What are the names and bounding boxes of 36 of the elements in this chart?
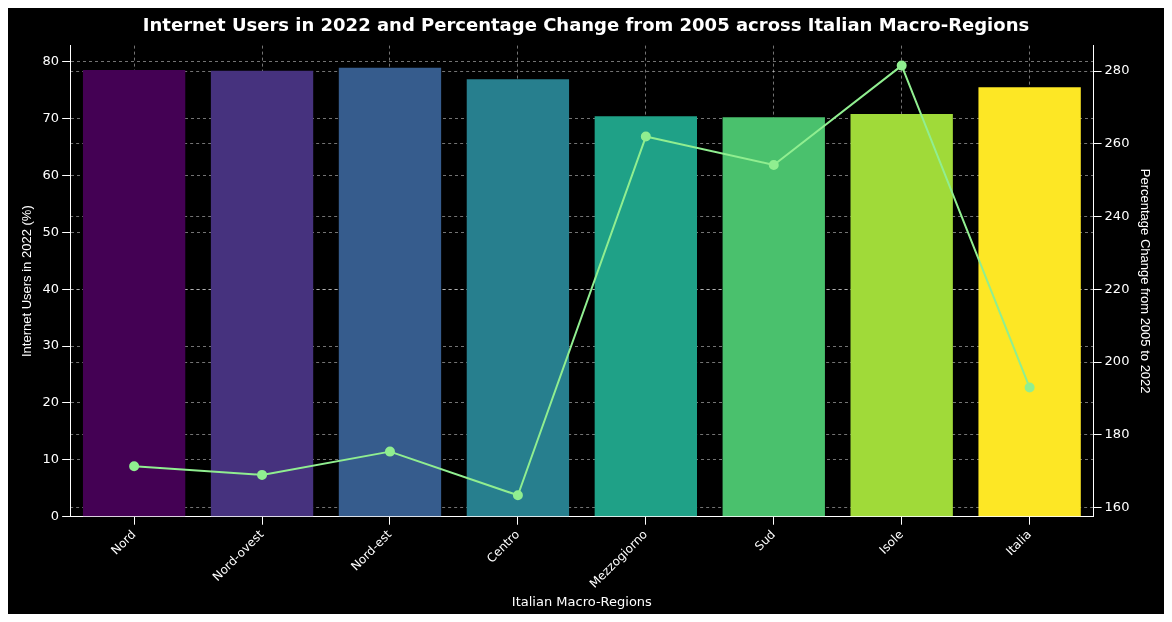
- bar: [978, 87, 1081, 517]
- y-tick-label: 30: [42, 337, 60, 353]
- y2-tick-label: 280: [1104, 62, 1130, 78]
- bar: [466, 79, 570, 517]
- bar: [850, 113, 953, 517]
- y2-tick-label: 220: [1104, 280, 1130, 296]
- y-tick-label: 70: [42, 109, 60, 125]
- bar: [594, 116, 697, 517]
- bar: [210, 70, 314, 517]
- y-tick-label: 80: [42, 52, 60, 68]
- x-axis-title: Italian Macro-Regions: [511, 593, 653, 609]
- y-tick-label: 50: [42, 223, 60, 239]
- y-tick-label: 10: [42, 451, 60, 467]
- point: [384, 446, 395, 457]
- y-axis-title: Internet Users in 2022 (%): [19, 205, 35, 358]
- bar: [338, 67, 442, 517]
- y2-tick-label: 160: [1104, 499, 1130, 515]
- y-tick-label: 0: [50, 508, 60, 524]
- point: [1024, 382, 1035, 393]
- point: [257, 469, 268, 480]
- point: [512, 490, 523, 501]
- point: [640, 131, 651, 142]
- point: [768, 159, 779, 170]
- bar: [82, 70, 186, 517]
- y2-tick-label: 180: [1104, 426, 1130, 442]
- point: [896, 60, 907, 71]
- chart-title: Internet Users in 2022 and Percentage Change from 2005 across Italian Macro-Regions: [142, 14, 1030, 36]
- bar: [722, 117, 825, 517]
- point: [129, 461, 140, 472]
- y2-axis-title: Percentage Change from 2005 to 2022: [1137, 168, 1153, 394]
- y2-tick-label: 200: [1104, 353, 1130, 369]
- y-tick-label: 60: [42, 166, 60, 182]
- y-tick-label: 40: [42, 280, 60, 296]
- y2-tick-label: 260: [1104, 135, 1130, 151]
- y2-tick-label: 240: [1104, 207, 1130, 223]
- y-tick-label: 20: [42, 394, 60, 410]
